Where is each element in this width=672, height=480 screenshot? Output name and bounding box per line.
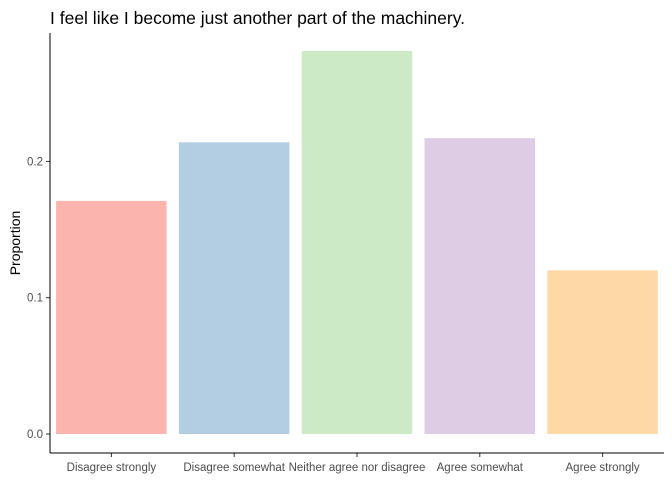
x-tick-label: Agree somewhat (437, 462, 524, 474)
x-tick-label: Neither agree nor disagree (289, 462, 426, 474)
x-tick-label: Disagree strongly (67, 462, 157, 474)
y-tick-label: 0.1 (27, 293, 43, 305)
chart-title: I feel like I become just another part o… (50, 8, 465, 28)
bar-disagree-strongly (56, 200, 167, 434)
x-tick-label: Disagree somewhat (183, 462, 285, 474)
x-tick-label: Agree strongly (566, 462, 640, 474)
bar-agree-somewhat (424, 138, 535, 434)
x-axis-ticks: Disagree strongly Disagree somewhat Neithe… (67, 453, 640, 474)
y-tick-label: 0.2 (27, 156, 43, 168)
y-axis-ticks: 0.0 0.1 0.2 (27, 156, 50, 441)
bar-neither-agree-nor-disagree (301, 51, 413, 434)
y-tick-label: 0.0 (27, 429, 43, 441)
bar-disagree-somewhat (178, 142, 290, 435)
y-axis-label: Proportion (7, 211, 23, 276)
bars-group (56, 51, 658, 435)
bar-agree-strongly (547, 270, 658, 434)
